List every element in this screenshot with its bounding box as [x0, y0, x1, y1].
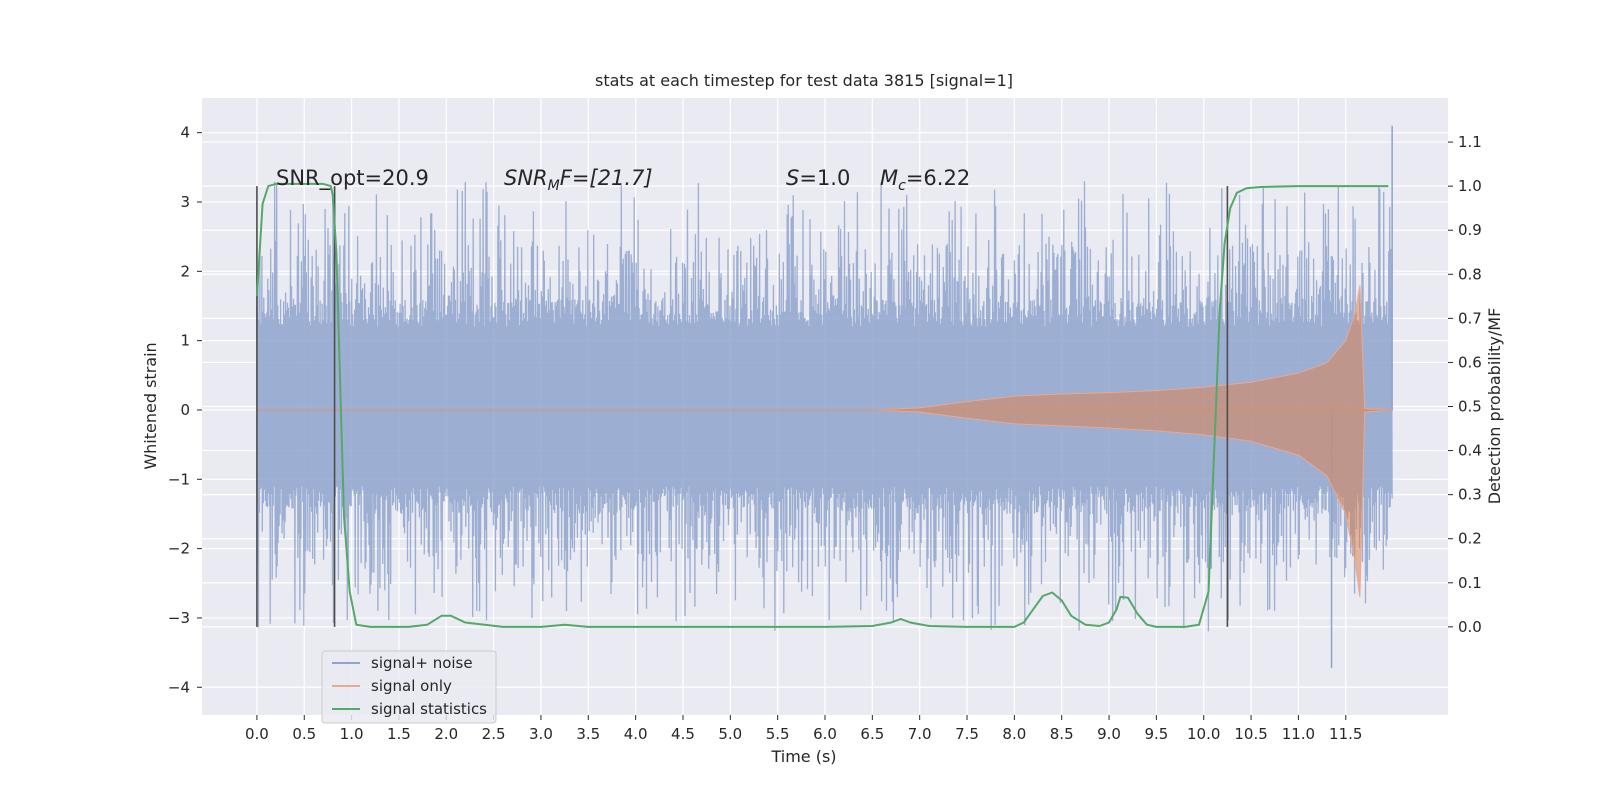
snr-mf-suffix: F=[21.7] — [560, 166, 653, 190]
x-tick-label: 3.5 — [576, 725, 600, 743]
y-left-tick-label: 3 — [180, 193, 190, 211]
x-tick-label: 8.5 — [1050, 725, 1074, 743]
annotation-s: S=1.0 — [786, 166, 850, 190]
x-tick-label: 0.0 — [245, 725, 269, 743]
x-tick-label: 11.5 — [1329, 725, 1362, 743]
x-tick-label: 8.0 — [1002, 725, 1026, 743]
annotations: SNR_opt=20.9 SNRMF=[21.7] S=1.0 Mc=6.22 — [276, 166, 970, 194]
snr-mf-prefix: SNR — [504, 166, 548, 190]
mc-suffix: =6.22 — [906, 166, 970, 190]
y-left-tick-label: 1 — [180, 332, 190, 350]
y-left-tick-label: −1 — [168, 470, 190, 488]
x-tick-label: 1.5 — [387, 725, 411, 743]
annotation-snr-opt: SNR_opt=20.9 — [276, 166, 429, 191]
y-left-tick-label: −4 — [168, 678, 190, 696]
series-signal-noise — [256, 181, 1393, 632]
y-axis-left-label: Whitened strain — [141, 342, 160, 469]
x-tick-label: 9.5 — [1144, 725, 1168, 743]
data-layer — [255, 125, 1394, 668]
x-tick-label: 11.0 — [1282, 725, 1315, 743]
y-left-tick-label: 4 — [180, 124, 190, 142]
annotation-snr-mf: SNRMF=[21.7] — [504, 166, 653, 194]
y-axis-right-label: Detection probability/MF — [1485, 308, 1504, 505]
y-right-tick-label: 1.0 — [1458, 177, 1482, 195]
x-tick-label: 0.5 — [292, 725, 316, 743]
y-right-tick-label: 0.7 — [1458, 309, 1482, 327]
legend-label-noise: signal+ noise — [371, 654, 473, 672]
x-tick-label: 5.0 — [718, 725, 742, 743]
y-right-tick-label: 0.4 — [1458, 442, 1482, 460]
mc-sub: c — [898, 178, 906, 194]
legend-label-signal: signal only — [371, 677, 452, 695]
y-right-tick-label: 0.0 — [1458, 618, 1482, 636]
y-left-tick-label: 2 — [180, 262, 190, 280]
legend-label-stats: signal statistics — [371, 700, 487, 718]
chart-title: stats at each timestep for test data 381… — [595, 71, 1013, 90]
s-suffix: =1.0 — [799, 166, 850, 190]
series-signal-only — [256, 285, 1394, 598]
y-right-tick-label: 0.1 — [1458, 574, 1482, 592]
y-right-tick-label: 0.3 — [1458, 486, 1482, 504]
x-tick-label: 10.5 — [1234, 725, 1267, 743]
legend: signal+ noise signal only signal statist… — [321, 650, 497, 724]
x-tick-label: 3.0 — [529, 725, 553, 743]
x-tick-label: 2.5 — [482, 725, 506, 743]
mc-prefix: M — [880, 166, 898, 190]
x-axis: 0.0 0.5 1.0 1.5 2.0 2.5 3.0 3.5 4.0 4.5 5.0 5.5 6.0 6… — [245, 715, 1362, 743]
y-right-tick-label: 0.5 — [1458, 398, 1482, 416]
x-tick-label: 6.0 — [813, 725, 837, 743]
y-right-tick-label: 0.6 — [1458, 353, 1482, 371]
y-left-tick-label: 0 — [180, 401, 190, 419]
x-tick-label: 10.0 — [1187, 725, 1220, 743]
x-tick-label: 9.0 — [1097, 725, 1121, 743]
y-right-tick-label: 1.1 — [1458, 133, 1482, 151]
y-right-tick-label: 0.8 — [1458, 265, 1482, 283]
x-tick-label: 2.0 — [434, 725, 458, 743]
y-right-tick-label: 0.9 — [1458, 221, 1482, 239]
annotation-mc: Mc=6.22 — [880, 166, 970, 194]
y-right-tick-label: 0.2 — [1458, 530, 1482, 548]
x-tick-label: 5.5 — [766, 725, 790, 743]
x-tick-label: 6.5 — [860, 725, 884, 743]
x-tick-label: 7.5 — [955, 725, 979, 743]
x-axis-label: Time (s) — [770, 747, 836, 766]
x-tick-label: 1.0 — [340, 725, 364, 743]
series-signal-statistics — [255, 182, 1389, 628]
snr-mf-sub: M — [548, 178, 560, 194]
x-tick-label: 4.0 — [624, 725, 648, 743]
legend-box — [321, 650, 497, 724]
s-prefix: S — [786, 166, 799, 190]
x-tick-label: 7.0 — [908, 725, 932, 743]
x-tick-label: 4.5 — [671, 725, 695, 743]
y-axis-right: 0.0 0.1 0.2 0.3 0.4 0.5 0.6 0.7 0.8 0.9 1.0 1.1 — [1448, 133, 1482, 636]
y-left-tick-label: −3 — [168, 609, 190, 627]
y-left-tick-label: −2 — [168, 540, 190, 558]
y-axis-left: −4 −3 −2 −1 0 1 2 3 4 — [168, 124, 202, 696]
